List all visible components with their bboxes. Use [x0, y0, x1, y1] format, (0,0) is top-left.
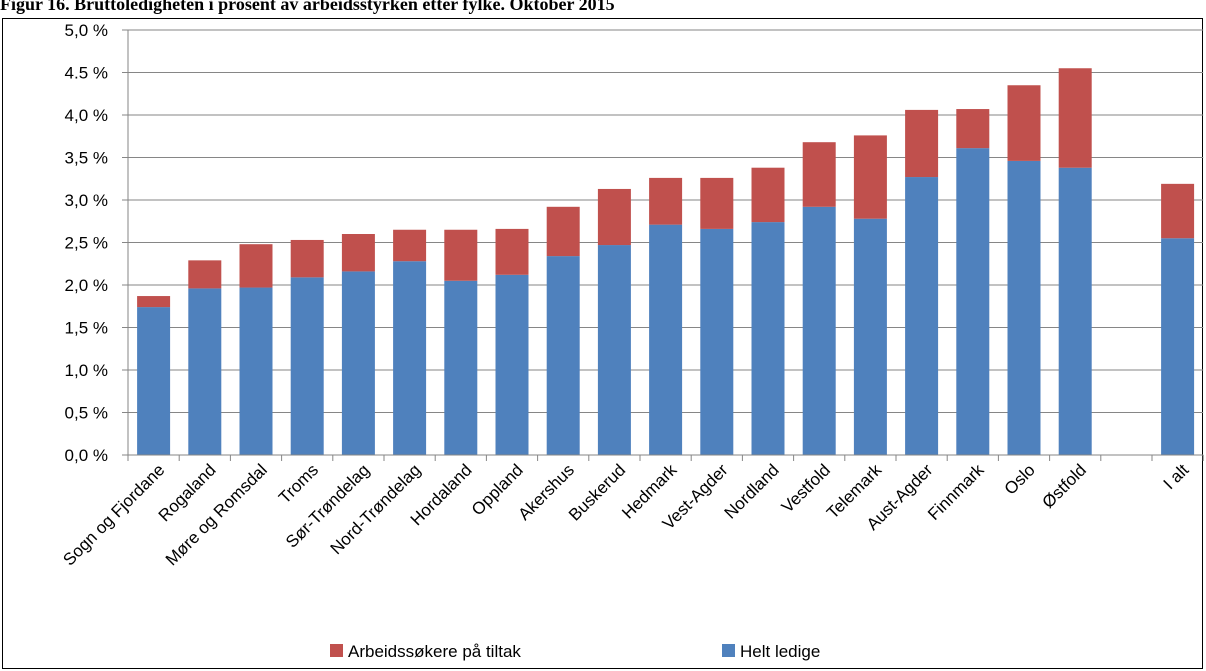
x-tick-label: I alt	[1160, 460, 1193, 493]
bar-segment	[1161, 238, 1195, 455]
bar-segment	[597, 245, 631, 455]
bar-segment	[290, 277, 324, 455]
bar-segment	[393, 261, 427, 455]
bar-segment	[649, 224, 683, 455]
bar-segment	[956, 148, 990, 455]
y-tick-label: 3,5 %	[65, 149, 108, 168]
bar-segment	[802, 206, 836, 455]
legend-swatch	[330, 644, 343, 657]
y-tick-label: 0,5 %	[65, 404, 108, 423]
bar-segment	[188, 260, 222, 289]
bar-segment	[1058, 167, 1092, 455]
bar-segment	[188, 288, 222, 455]
bar-segment	[495, 274, 529, 455]
bar-segment	[290, 239, 324, 278]
bar-segment	[393, 229, 427, 262]
x-tick-label: Nord-Trøndelag	[327, 460, 425, 558]
bar-segment	[1007, 85, 1041, 161]
bar-segment	[1161, 183, 1195, 239]
x-tick-label: Sogn og Fjordane	[59, 460, 168, 569]
bar-segment	[546, 206, 580, 257]
y-tick-label: 4.5 %	[65, 64, 108, 83]
bar-segment	[239, 287, 273, 455]
bar-segment	[444, 280, 478, 455]
x-tick-label: Buskerud	[565, 460, 629, 524]
bar-segment	[751, 222, 785, 455]
bar-segment	[905, 177, 939, 456]
bar-segment	[700, 177, 734, 229]
y-tick-label: 4,0 %	[65, 106, 108, 125]
chart-title: Figur 16. Bruttoledigheten i prosent av …	[0, 0, 615, 14]
bar-segment	[905, 109, 939, 178]
bar-segment	[853, 218, 887, 455]
y-tick-label: 2,0 %	[65, 276, 108, 295]
legend-label: Arbeidssøkere på tiltak	[348, 642, 521, 661]
y-tick-label: 5,0 %	[65, 21, 108, 40]
bar-segment	[751, 167, 785, 223]
bar-segment	[341, 234, 375, 272]
bar-segment	[341, 271, 375, 455]
x-tick-label: Finnmark	[924, 460, 988, 524]
x-tick-label: Nordland	[721, 460, 783, 522]
chart-frame	[2, 18, 1203, 669]
bar-segment	[802, 142, 836, 207]
bar-segment	[546, 256, 580, 455]
bar-segment	[597, 188, 631, 246]
x-tick-label: Oslo	[1001, 460, 1039, 498]
y-tick-label: 1,5 %	[65, 319, 108, 338]
bar-segment	[700, 228, 734, 455]
bar-segment	[956, 109, 990, 149]
y-tick-label: 3,0 %	[65, 191, 108, 210]
bar-segment	[1058, 68, 1092, 168]
y-tick-label: 0,0 %	[65, 446, 108, 465]
bar-segment	[1007, 160, 1041, 455]
bar-segment	[495, 228, 529, 275]
legend-label: Helt ledige	[740, 642, 820, 661]
y-tick-label: 2,5 %	[65, 234, 108, 253]
bar-segment	[137, 307, 171, 455]
bar-segment	[853, 135, 887, 219]
bar-segment	[444, 229, 478, 281]
y-tick-label: 1,0 %	[65, 361, 108, 380]
x-tick-label: Østfold	[1039, 460, 1091, 512]
legend-swatch	[722, 644, 735, 657]
x-tick-label: Troms	[275, 460, 322, 507]
bar-segment	[239, 244, 273, 288]
bar-segment	[137, 296, 171, 308]
bar-segment	[649, 177, 683, 225]
